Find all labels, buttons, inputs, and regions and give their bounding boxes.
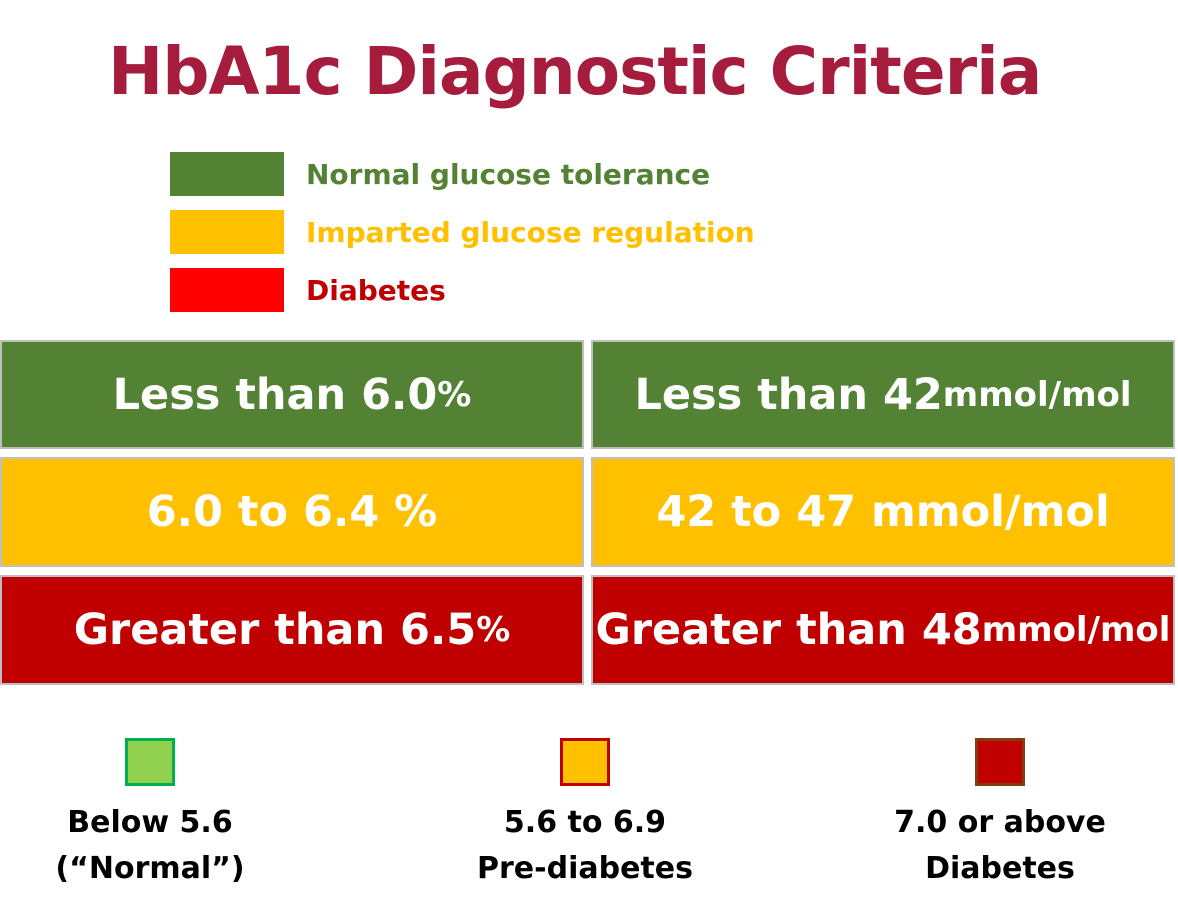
cell-text: Less than 6.0 — [112, 369, 438, 420]
legend-swatch-impaired — [170, 210, 284, 254]
bottom-item-diabetes: 7.0 or above Diabetes — [870, 738, 1130, 892]
cell-normal-mmol: Less than 42 mmol/mol — [591, 340, 1175, 449]
bottom-swatch-normal — [125, 738, 175, 786]
legend-label-impaired: Imparted glucose regulation — [306, 215, 755, 249]
bottom-item-prediabetes: 5.6 to 6.9 Pre-diabetes — [450, 738, 720, 892]
bottom-swatch-diabetes — [975, 738, 1025, 786]
cell-text: 6.0 to 6.4 % — [146, 487, 438, 537]
legend-item-normal: Normal glucose tolerance — [170, 152, 755, 196]
legend-label-diabetes: Diabetes — [306, 273, 446, 307]
bottom-line2: Pre-diabetes — [477, 851, 693, 886]
bottom-line2: Diabetes — [925, 851, 1075, 886]
legend-swatch-normal — [170, 152, 284, 196]
bottom-item-normal: Below 5.6 (“Normal”) — [40, 738, 260, 892]
cell-unit: mmol/mol — [981, 610, 1171, 650]
legend-item-impaired: Imparted glucose regulation — [170, 210, 755, 254]
legend-label-normal: Normal glucose tolerance — [306, 157, 711, 191]
legend: Normal glucose tolerance Imparted glucos… — [170, 152, 755, 326]
bottom-line1: 7.0 or above — [894, 805, 1106, 840]
bottom-line2: (“Normal”) — [55, 851, 245, 886]
cell-unit: % — [476, 610, 511, 650]
legend-item-diabetes: Diabetes — [170, 268, 755, 312]
cell-text: Less than 42 — [634, 369, 943, 420]
cell-diabetes-percent: Greater than 6.5 % — [0, 575, 584, 685]
legend-swatch-diabetes — [170, 268, 284, 312]
cell-text: Greater than 48 — [595, 605, 982, 655]
bottom-line1: Below 5.6 — [67, 805, 233, 840]
cell-diabetes-mmol: Greater than 48 mmol/mol — [591, 575, 1175, 685]
bottom-line1: 5.6 to 6.9 — [503, 805, 667, 840]
page-title: HbA1c Diagnostic Criteria — [108, 33, 1042, 110]
cell-impaired-percent: 6.0 to 6.4 % — [0, 457, 584, 567]
cell-impaired-mmol: 42 to 47 mmol/mol — [591, 457, 1175, 567]
cell-normal-percent: Less than 6.0 % — [0, 340, 584, 449]
cell-text: 42 to 47 mmol/mol — [656, 487, 1110, 537]
bottom-swatch-prediabetes — [560, 738, 610, 786]
cell-text: Greater than 6.5 — [73, 605, 477, 655]
cell-unit: % — [437, 374, 472, 415]
cell-unit: mmol/mol — [942, 374, 1132, 415]
